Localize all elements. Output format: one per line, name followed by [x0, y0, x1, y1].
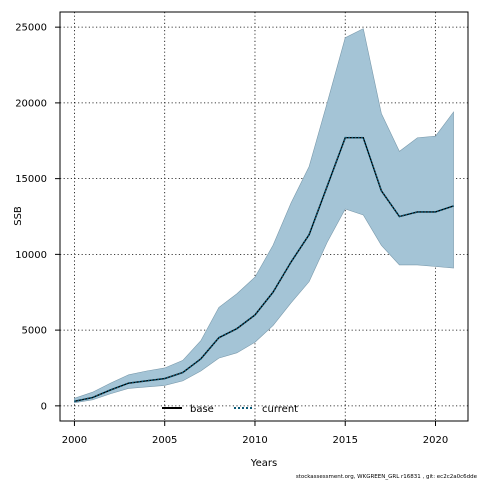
x-axis-label: Years	[250, 458, 277, 469]
y-tick-label-10000: 10000	[15, 250, 47, 261]
confidence-band	[74, 28, 454, 404]
series-line-current	[74, 136, 454, 403]
series-lines	[74, 136, 454, 403]
x-tick-label-2005: 2005	[152, 435, 177, 446]
x-axis-ticks: 2000 2005 2010 2015 2020	[62, 421, 448, 446]
y-tick-label-25000: 25000	[15, 23, 47, 34]
x-tick-label-2020: 2020	[423, 435, 448, 446]
y-tick-label-5000: 5000	[22, 326, 47, 337]
x-tick-label-2000: 2000	[62, 435, 87, 446]
footer-note: stockassessment.org, WKGREEN_GRL r16831 …	[296, 474, 478, 480]
x-tick-label-2010: 2010	[242, 435, 267, 446]
y-tick-label-15000: 15000	[15, 174, 47, 185]
y-tick-label-20000: 20000	[15, 98, 47, 109]
plot-frame	[59, 11, 469, 422]
legend: base current	[162, 404, 298, 415]
y-axis-ticks: 0 5000 10000 15000 20000 25000	[15, 23, 60, 412]
y-axis-label: SSB	[13, 206, 24, 226]
legend-label-base: base	[190, 404, 214, 415]
x-tick-label-2015: 2015	[333, 435, 358, 446]
legend-label-current: current	[262, 404, 298, 415]
y-tick-label-0: 0	[41, 401, 47, 412]
